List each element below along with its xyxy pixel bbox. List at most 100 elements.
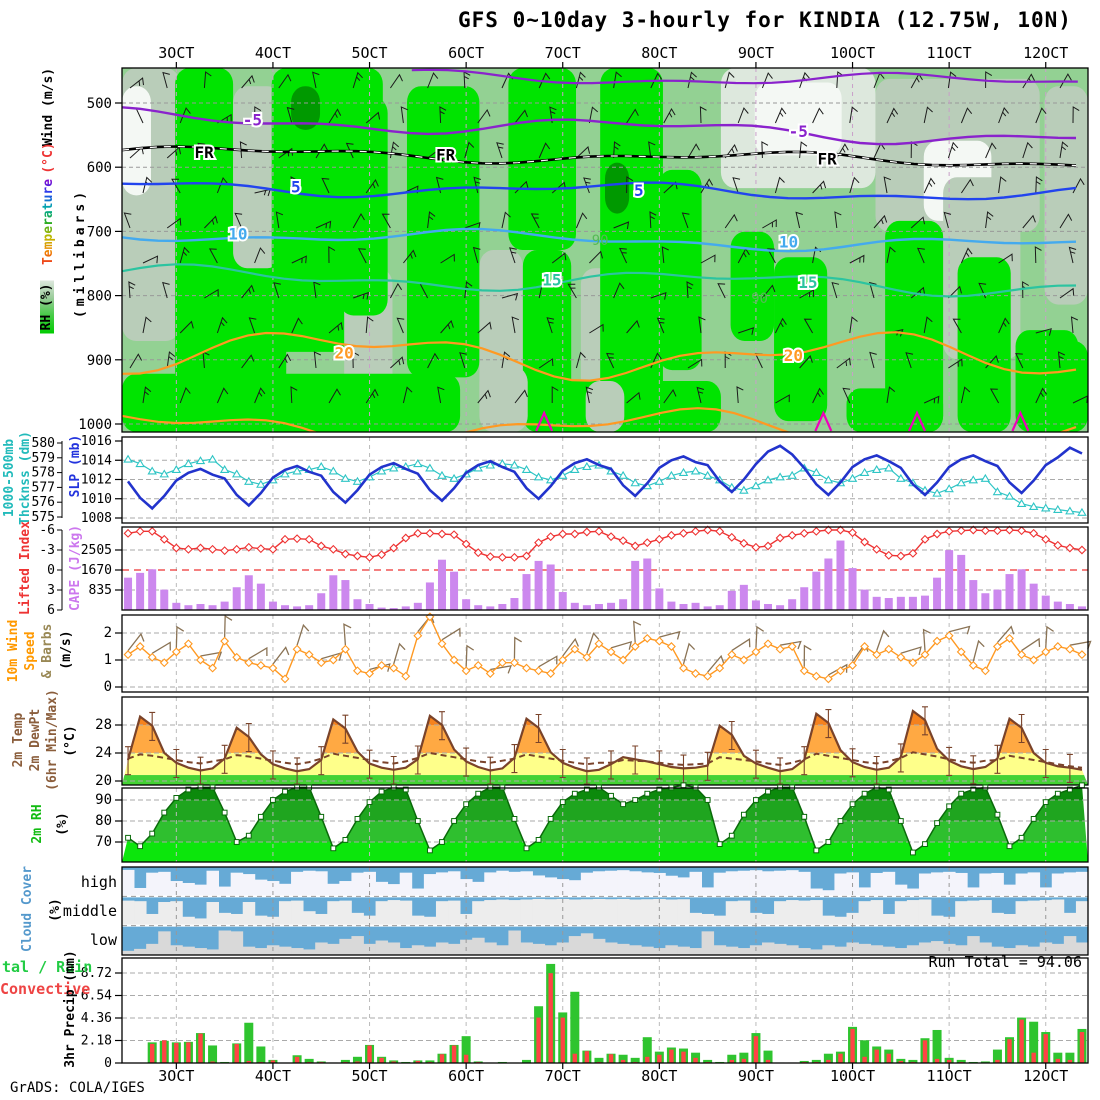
svg-text:4OCT: 4OCT	[255, 44, 291, 62]
thickness-label-1: 1000-500mb	[2, 438, 17, 518]
wind10m-label-2: Speed	[23, 631, 38, 671]
svg-text:11OCT: 11OCT	[927, 1067, 972, 1085]
svg-text:576: 576	[32, 495, 55, 510]
svg-text:7OCT: 7OCT	[545, 1067, 581, 1085]
minmax-label: (6hr Min/Max)	[45, 689, 60, 791]
cloud-cover-label: Cloud Cover	[20, 865, 35, 953]
svg-text:800: 800	[87, 289, 112, 305]
svg-text:6OCT: 6OCT	[448, 1067, 484, 1085]
svg-text:8OCT: 8OCT	[641, 44, 677, 62]
svg-text:500: 500	[87, 96, 112, 112]
svg-text:6.54: 6.54	[81, 989, 112, 1004]
temp2m-label: 2m Temp	[11, 712, 26, 768]
svg-text:9OCT: 9OCT	[738, 1067, 774, 1085]
run-total-text: Run Total = 94.06	[928, 953, 1082, 971]
svg-text:1012: 1012	[81, 473, 112, 488]
svg-text:15: 15	[798, 273, 817, 292]
svg-text:578: 578	[32, 466, 55, 481]
svg-text:5OCT: 5OCT	[351, 44, 387, 62]
svg-text:11OCT: 11OCT	[927, 44, 972, 62]
cloud-band-middle-label: middle	[62, 902, 117, 920]
svg-text:2: 2	[104, 625, 112, 641]
svg-text:5OCT: 5OCT	[351, 1067, 387, 1085]
svg-text:6: 6	[47, 603, 55, 618]
svg-text:20: 20	[95, 773, 112, 789]
svg-text:24: 24	[95, 745, 112, 761]
millibars-label: (millibars)	[73, 187, 88, 319]
svg-text:580: 580	[32, 436, 55, 451]
svg-text:9OCT: 9OCT	[738, 44, 774, 62]
wind-units-label: Wind (m/s)	[41, 67, 56, 147]
svg-text:1016: 1016	[81, 434, 112, 449]
svg-text:FR: FR	[436, 145, 456, 164]
svg-text:3OCT: 3OCT	[158, 1067, 194, 1085]
svg-text:12OCT: 12OCT	[1023, 44, 1068, 62]
svg-text:0: 0	[47, 563, 55, 578]
svg-text:10OCT: 10OCT	[830, 44, 875, 62]
svg-text:6OCT: 6OCT	[448, 44, 484, 62]
svg-text:5: 5	[634, 181, 644, 200]
cape-label: CAPE (J/kg)	[68, 524, 83, 612]
total-rain-label: tal / Rain	[2, 958, 93, 976]
cloud-band-low-label: low	[89, 931, 117, 949]
svg-text:2505: 2505	[81, 543, 112, 558]
svg-text:577: 577	[32, 480, 55, 495]
svg-text:1: 1	[104, 652, 112, 668]
rh2m-units-label: (%)	[55, 812, 70, 836]
svg-text:15: 15	[542, 270, 561, 289]
svg-text:90: 90	[592, 233, 609, 249]
temperature-label: Temperature	[41, 178, 56, 266]
grads-credit: GrADS: COLA/IGES	[10, 1080, 145, 1096]
svg-text:4OCT: 4OCT	[255, 1067, 291, 1085]
lifted-index-label: Lifted Index	[18, 521, 33, 615]
svg-text:80: 80	[95, 813, 112, 829]
cloud-band-high-label: high	[80, 873, 117, 891]
svg-text:28: 28	[95, 717, 112, 733]
svg-text:10OCT: 10OCT	[830, 1067, 875, 1085]
svg-text:-5: -5	[789, 122, 808, 141]
svg-text:90: 90	[751, 291, 768, 307]
svg-text:1008: 1008	[81, 511, 112, 526]
svg-text:70: 70	[95, 834, 112, 850]
svg-text:20: 20	[335, 343, 354, 362]
svg-text:8OCT: 8OCT	[641, 1067, 677, 1085]
slp-label: SLP (mb)	[68, 434, 83, 498]
thickness-label-2: Thcknss (dm)	[18, 431, 33, 525]
svg-text:579: 579	[32, 451, 55, 466]
wind10m-units-label: (m/s)	[59, 630, 74, 670]
svg-text:1670: 1670	[81, 563, 112, 578]
precip-axis-label: 3hr Precip (mm)	[63, 950, 78, 1068]
svg-text:600: 600	[87, 160, 112, 176]
svg-text:1010: 1010	[81, 492, 112, 507]
svg-text:7OCT: 7OCT	[545, 44, 581, 62]
barbs-label: & Barbs	[40, 623, 55, 679]
svg-text:20: 20	[784, 346, 803, 365]
svg-text:835: 835	[89, 583, 112, 598]
svg-text:3: 3	[47, 583, 55, 598]
svg-text:0: 0	[104, 1056, 112, 1071]
svg-text:1000: 1000	[78, 417, 112, 433]
page-title: GFS 0~10day 3-hourly for KINDIA (12.75W,…	[458, 8, 1072, 32]
svg-text:0: 0	[104, 679, 112, 695]
rh-label: RH (%)	[39, 280, 54, 334]
svg-text:5: 5	[291, 178, 301, 197]
temp-units-label: (°C)	[41, 142, 56, 174]
svg-text:-6: -6	[39, 523, 55, 538]
svg-text:FR: FR	[194, 143, 214, 162]
svg-text:90: 90	[95, 792, 112, 808]
svg-text:FR: FR	[818, 149, 838, 168]
svg-text:-3: -3	[39, 543, 55, 558]
svg-text:4.36: 4.36	[81, 1011, 112, 1026]
svg-text:2.18: 2.18	[81, 1034, 112, 1049]
svg-text:10: 10	[779, 233, 798, 252]
convective-label: Convective	[0, 980, 91, 998]
svg-text:12OCT: 12OCT	[1023, 1067, 1068, 1085]
svg-text:575: 575	[32, 510, 55, 525]
rh2m-label: 2m RH	[30, 804, 45, 844]
svg-text:700: 700	[87, 224, 112, 240]
svg-text:900: 900	[87, 353, 112, 369]
svg-text:8.72: 8.72	[81, 966, 112, 981]
svg-text:3OCT: 3OCT	[158, 44, 194, 62]
